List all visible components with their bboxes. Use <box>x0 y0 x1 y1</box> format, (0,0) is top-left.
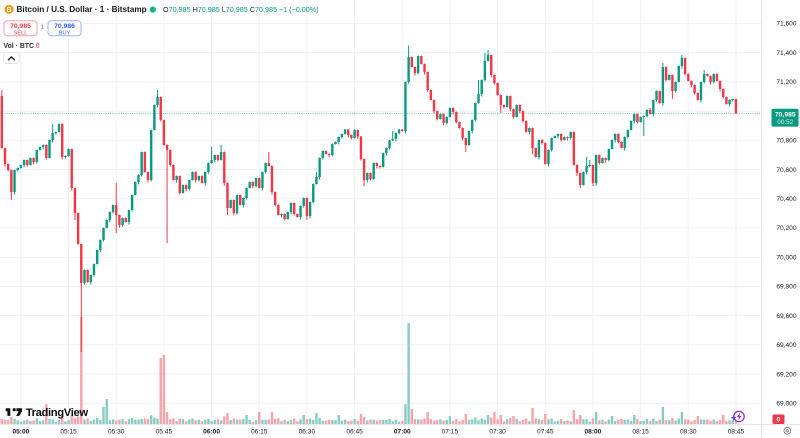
svg-text:05:45: 05:45 <box>156 429 173 436</box>
svg-text:71,400: 71,400 <box>776 50 797 57</box>
svg-text:05:30: 05:30 <box>108 429 125 436</box>
svg-text:08:00: 08:00 <box>584 429 601 436</box>
svg-text:70,400: 70,400 <box>776 196 797 203</box>
svg-text:05:15: 05:15 <box>60 429 77 436</box>
svg-text:B: B <box>6 7 11 14</box>
svg-text:SELL: SELL <box>14 31 28 37</box>
svg-text:71,200: 71,200 <box>776 79 797 86</box>
svg-text:69,400: 69,400 <box>776 342 797 349</box>
svg-text:07:45: 07:45 <box>537 429 554 436</box>
svg-text:07:15: 07:15 <box>442 429 459 436</box>
svg-text:08:30: 08:30 <box>680 429 697 436</box>
svg-text:06:15: 06:15 <box>251 429 268 436</box>
svg-text:07:30: 07:30 <box>489 429 506 436</box>
svg-text:0: 0 <box>777 417 781 424</box>
svg-text:00:52: 00:52 <box>777 119 793 126</box>
svg-text:69,000: 69,000 <box>776 401 797 408</box>
svg-text:08:15: 08:15 <box>632 429 649 436</box>
svg-text:07:00: 07:00 <box>394 429 411 436</box>
svg-text:71,600: 71,600 <box>776 21 797 28</box>
svg-text:69,200: 69,200 <box>776 371 797 378</box>
svg-text:06:30: 06:30 <box>299 429 316 436</box>
svg-text:0: 0 <box>36 43 40 50</box>
svg-text:O70,985 H70,985 L70,985 C70,98: O70,985 H70,985 L70,985 C70,985 −1 (−0.0… <box>163 5 319 14</box>
svg-text:TradingView: TradingView <box>26 407 89 419</box>
svg-text:06:00: 06:00 <box>203 429 220 436</box>
svg-text:Vol · BTC: Vol · BTC <box>4 43 35 50</box>
svg-text:70,600: 70,600 <box>776 167 797 174</box>
svg-text:69,600: 69,600 <box>776 313 797 320</box>
svg-text:70,986: 70,986 <box>54 23 75 30</box>
svg-text:05:00: 05:00 <box>12 429 29 436</box>
svg-text:70,000: 70,000 <box>776 255 797 262</box>
svg-text:70,800: 70,800 <box>776 138 797 145</box>
svg-text:1: 1 <box>41 24 44 30</box>
svg-text:06:45: 06:45 <box>346 429 363 436</box>
svg-text:70,985: 70,985 <box>775 111 796 118</box>
svg-text:70,200: 70,200 <box>776 225 797 232</box>
svg-text:BUY: BUY <box>59 31 71 37</box>
svg-text:Bitcoin / U.S. Dollar · 1 · Bi: Bitcoin / U.S. Dollar · 1 · Bitstamp <box>17 5 147 14</box>
svg-text:69,800: 69,800 <box>776 284 797 291</box>
svg-text:70,985: 70,985 <box>10 23 31 30</box>
svg-text:08:45: 08:45 <box>728 429 745 436</box>
